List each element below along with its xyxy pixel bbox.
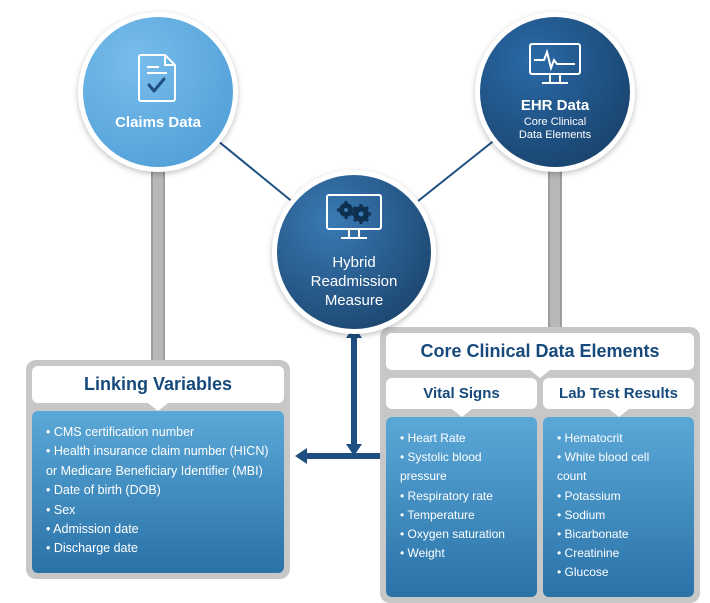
core-panel: Core Clinical Data Elements Vital Signs …	[380, 327, 700, 603]
list-item: Date of birth (DOB)	[46, 481, 270, 500]
linking-panel-header: Linking Variables	[32, 366, 284, 403]
center-circle: Hybrid Readmission Measure	[272, 170, 436, 334]
vitals-body: Heart RateSystolic blood pressureRespira…	[386, 417, 537, 597]
list-item: Discharge date	[46, 539, 270, 558]
list-item: Potassium	[557, 487, 680, 506]
vitals-title: Vital Signs	[423, 385, 499, 402]
claims-circle: Claims Data	[78, 12, 238, 172]
list-item: Weight	[400, 544, 523, 563]
center-line2: Readmission	[311, 273, 398, 292]
center-line1: Hybrid	[311, 254, 398, 273]
core-panel-header: Core Clinical Data Elements	[386, 333, 694, 370]
labs-column: Lab Test Results HematocritWhite blood c…	[543, 378, 694, 597]
linking-panel-title: Linking Variables	[84, 374, 232, 394]
vitals-column: Vital Signs Heart RateSystolic blood pre…	[386, 378, 537, 597]
list-item: Health insurance claim number (HICN) or …	[46, 442, 270, 481]
list-item: Systolic blood pressure	[400, 448, 523, 486]
labs-body: HematocritWhite blood cell countPotassiu…	[543, 417, 694, 597]
list-item: Heart Rate	[400, 429, 523, 448]
labs-list: HematocritWhite blood cell countPotassiu…	[557, 429, 680, 583]
list-item: Admission date	[46, 520, 270, 539]
labs-title: Lab Test Results	[559, 385, 678, 402]
list-item: Creatinine	[557, 544, 680, 563]
list-item: Glucose	[557, 563, 680, 582]
list-item: CMS certification number	[46, 423, 270, 442]
linking-list: CMS certification numberHealth insurance…	[46, 423, 270, 559]
document-check-icon	[137, 53, 179, 108]
list-item: Sodium	[557, 506, 680, 525]
monitor-gears-icon	[325, 193, 383, 246]
claims-title: Claims Data	[115, 114, 201, 131]
core-panel-title: Core Clinical Data Elements	[420, 341, 659, 361]
vitals-list: Heart RateSystolic blood pressureRespira…	[400, 429, 523, 563]
ehr-subtitle: Core Clinical Data Elements	[519, 116, 591, 142]
monitor-pulse-icon	[528, 42, 582, 91]
arrow-vertical	[344, 326, 364, 456]
list-item: White blood cell count	[557, 448, 680, 486]
vitals-header: Vital Signs	[386, 378, 537, 409]
center-line3: Measure	[311, 292, 398, 311]
list-item: Oxygen saturation	[400, 525, 523, 544]
list-item: Bicarbonate	[557, 525, 680, 544]
stem-left	[151, 160, 165, 370]
linking-panel: Linking Variables CMS certification numb…	[26, 360, 290, 579]
stem-right	[548, 160, 562, 340]
list-item: Temperature	[400, 506, 523, 525]
list-item: Sex	[46, 501, 270, 520]
ehr-title: EHR Data	[521, 97, 589, 114]
labs-header: Lab Test Results	[543, 378, 694, 409]
linking-panel-body: CMS certification numberHealth insurance…	[32, 411, 284, 573]
list-item: Respiratory rate	[400, 487, 523, 506]
list-item: Hematocrit	[557, 429, 680, 448]
ehr-circle: EHR Data Core Clinical Data Elements	[475, 12, 635, 172]
